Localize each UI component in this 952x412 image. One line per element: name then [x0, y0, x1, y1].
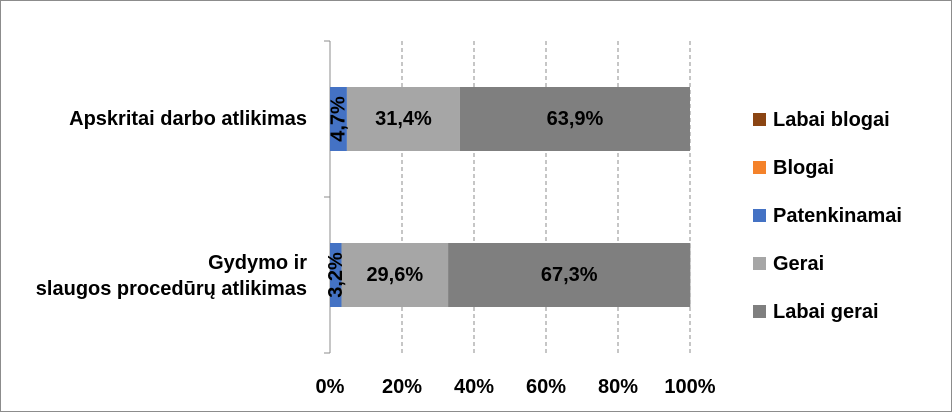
bar-segment	[330, 87, 347, 151]
data-label: 4,7%	[327, 96, 349, 142]
category-label: Gydymo ir slaugos procedūrų atlikimas	[36, 252, 307, 300]
bar-segment	[330, 243, 342, 307]
data-label: 31,4%	[375, 108, 432, 130]
x-tick-label: 100%	[664, 376, 715, 398]
x-axis-ticks: 0% 20% 40% 60% 80% 100%	[316, 376, 716, 398]
legend-swatch	[753, 161, 766, 174]
bar-segment	[448, 243, 691, 307]
x-tick-label: 60%	[526, 376, 566, 398]
x-tick-label: 80%	[598, 376, 638, 398]
bar-segment	[346, 87, 460, 151]
data-label: 63,9%	[547, 108, 604, 130]
legend-swatch	[753, 113, 766, 126]
bar-segment	[459, 87, 690, 151]
x-tick-label: 0%	[316, 376, 345, 398]
legend-label: Labai blogai	[773, 109, 890, 131]
legend-label: Blogai	[773, 157, 834, 179]
legend-label: Gerai	[773, 253, 824, 275]
legend: Labai blogai Blogai Patenkinamai Gerai Labai…	[753, 109, 902, 323]
category-axis	[324, 40, 331, 354]
x-tick-label: 20%	[382, 376, 422, 398]
bars	[330, 87, 691, 307]
data-labels: 4,7% 31,4% 63,9% 3,2% 29,6% 67,3%	[325, 96, 604, 298]
legend-label: Patenkinamai	[773, 205, 902, 227]
data-label: 29,6%	[366, 264, 423, 286]
legend-label: Labai gerai	[773, 301, 879, 323]
x-tick-label: 40%	[454, 376, 494, 398]
legend-swatch	[753, 209, 766, 222]
data-label: 3,2%	[325, 252, 347, 298]
legend-swatch	[753, 257, 766, 270]
legend-swatch	[753, 305, 766, 318]
bar-segment	[341, 243, 449, 307]
data-label: 67,3%	[541, 264, 598, 286]
category-labels: Apskritai darbo atlikimas Gydymo ir slaugo…	[36, 108, 307, 300]
category-label: Apskritai darbo atlikimas	[69, 108, 307, 130]
